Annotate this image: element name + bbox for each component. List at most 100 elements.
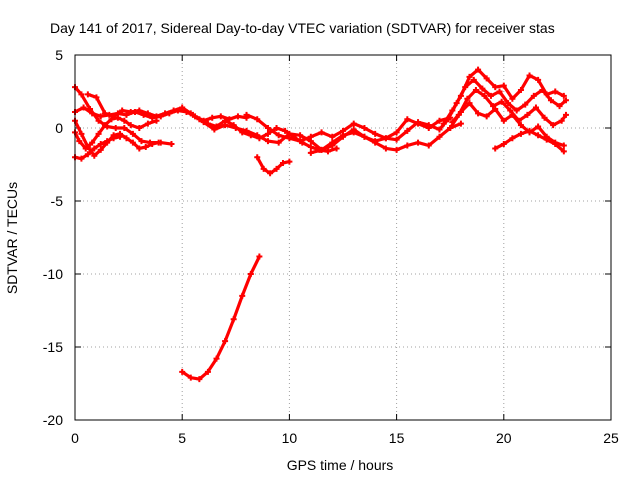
data-point <box>552 141 559 148</box>
data-point <box>539 87 546 94</box>
chart-title: Day 141 of 2017, Sidereal Day-to-day VTE… <box>50 20 555 36</box>
data-point <box>89 139 96 146</box>
data-point <box>222 338 229 345</box>
data-point <box>500 82 507 89</box>
data-point <box>243 127 250 134</box>
data-point <box>93 94 100 101</box>
data-point <box>560 148 567 155</box>
data-point <box>550 122 557 129</box>
data-point <box>483 75 490 82</box>
data-point <box>211 126 218 133</box>
data-point <box>498 98 505 105</box>
data-point <box>470 76 477 83</box>
data-point <box>127 122 134 129</box>
data-point <box>526 127 533 134</box>
data-point <box>129 130 136 137</box>
data-point <box>509 111 516 118</box>
data-point <box>350 120 357 127</box>
data-point <box>543 136 550 143</box>
data-point <box>500 141 507 148</box>
plot-frame <box>74 54 612 421</box>
x-tick-label: 0 <box>71 430 79 446</box>
data-point <box>142 143 149 150</box>
data-point <box>275 132 282 139</box>
data-point <box>552 88 559 95</box>
data-point <box>333 145 340 152</box>
data-point <box>404 127 411 134</box>
data-point <box>532 104 539 111</box>
data-point <box>466 73 473 80</box>
data-point <box>372 130 379 137</box>
data-point <box>267 170 274 177</box>
data-point <box>530 92 537 99</box>
series-line-13 <box>437 78 568 132</box>
data-point <box>329 133 336 140</box>
data-point <box>517 87 524 94</box>
data-point <box>78 130 85 137</box>
data-point <box>286 135 293 142</box>
data-point <box>475 66 482 73</box>
data-point <box>254 132 261 139</box>
data-point <box>457 120 464 127</box>
data-point <box>382 145 389 152</box>
data-point <box>447 125 454 131</box>
data-point <box>121 117 128 124</box>
data-point <box>196 376 203 383</box>
x-tick-label: 25 <box>603 430 619 446</box>
x-tick-label: 5 <box>178 430 186 446</box>
data-point <box>324 148 331 155</box>
data-point <box>136 107 143 114</box>
data-point <box>436 117 443 124</box>
series-line-8 <box>255 155 291 175</box>
data-point <box>361 125 368 131</box>
x-tick-label: 10 <box>282 430 298 446</box>
data-point <box>78 91 85 98</box>
data-point <box>97 141 104 148</box>
data-point <box>558 117 565 124</box>
data-point <box>102 122 109 129</box>
data-point <box>541 114 548 121</box>
data-point <box>393 136 400 143</box>
data-point <box>243 111 250 118</box>
y-tick-label: 0 <box>55 120 63 136</box>
data-point <box>264 130 271 137</box>
data-point <box>524 111 531 118</box>
data-point <box>217 113 224 120</box>
data-point <box>95 130 102 137</box>
data-point <box>436 133 443 140</box>
data-point <box>382 135 389 142</box>
data-point <box>232 125 239 131</box>
data-point <box>466 100 473 107</box>
data-point <box>234 113 241 120</box>
data-point <box>492 84 499 91</box>
data-point <box>222 122 229 129</box>
series-line-11 <box>180 254 261 381</box>
data-point <box>282 127 289 134</box>
data-point <box>562 97 569 104</box>
data-point <box>170 107 177 114</box>
data-point <box>350 129 357 136</box>
x-tick-label: 20 <box>496 430 512 446</box>
data-point <box>80 104 87 111</box>
y-axis-label: SDTVAR / TECUs <box>4 182 20 294</box>
data-point <box>273 165 280 172</box>
data-point <box>168 141 175 148</box>
data-point <box>462 84 469 91</box>
data-point <box>404 142 411 149</box>
y-tick-label: -20 <box>43 412 63 428</box>
data-point <box>279 160 286 167</box>
data-point <box>254 154 261 161</box>
data-point <box>404 116 411 123</box>
data-point <box>110 113 117 120</box>
data-point <box>138 138 145 145</box>
x-tick-labels: 0 5 10 15 20 25 <box>71 430 619 446</box>
data-point <box>509 135 516 142</box>
data-point <box>415 120 422 127</box>
data-point <box>91 145 98 152</box>
data-point <box>307 149 314 156</box>
data-point <box>129 139 136 146</box>
data-point <box>286 158 293 165</box>
data-point <box>457 108 464 115</box>
data-point <box>91 152 98 159</box>
